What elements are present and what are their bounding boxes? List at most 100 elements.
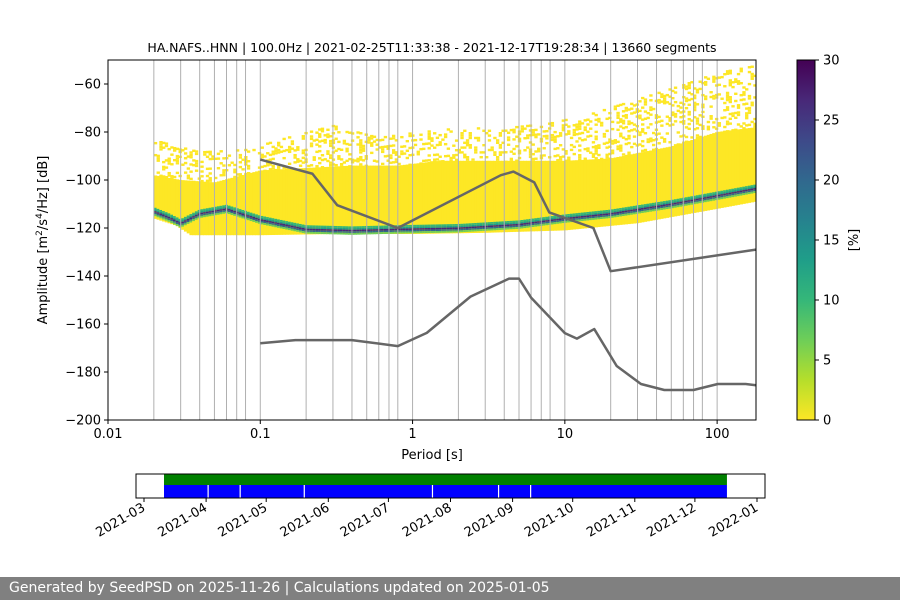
psd-density-bin — [599, 215, 604, 218]
psd-density-bin — [282, 169, 286, 235]
psd-density-bin — [553, 140, 557, 143]
psd-density-bin — [183, 220, 188, 222]
psd-density-bin — [293, 222, 297, 225]
psd-density-bin — [326, 135, 330, 139]
psd-density-bin — [452, 160, 456, 234]
psd-density-bin — [383, 227, 388, 229]
psd-density-bin — [610, 142, 615, 145]
psd-density-bin — [608, 157, 612, 160]
psd-density-bin — [479, 224, 483, 227]
psd-density-bin — [211, 207, 215, 210]
psd-density-bin — [274, 220, 278, 223]
psd-density-bin — [422, 147, 426, 151]
psd-density-bin — [526, 160, 530, 232]
psd-density-bin — [416, 224, 420, 227]
psd-density-bin — [309, 228, 314, 231]
psd-density-bin — [205, 211, 210, 214]
psd-density-bin — [736, 113, 741, 117]
psd-density-bin — [660, 204, 664, 207]
psd-density-bin — [641, 130, 645, 133]
psd-density-bin — [271, 157, 275, 161]
psd-density-bin — [506, 221, 511, 223]
psd-density-bin — [290, 142, 295, 146]
psd-density-bin — [389, 231, 393, 234]
psd-density-bin — [296, 225, 300, 227]
psd-density-bin — [460, 136, 464, 140]
psd-density-bin — [386, 232, 390, 234]
psd-density-bin — [285, 221, 289, 223]
psd-density-bin — [649, 139, 653, 143]
psd-density-bin — [474, 146, 478, 149]
psd-density-bin — [687, 203, 691, 206]
psd-density-layer — [153, 65, 756, 236]
psd-density-bin — [356, 229, 360, 232]
psd-density-bin — [594, 113, 598, 117]
psd-density-bin — [501, 224, 505, 227]
psd-density-bin — [334, 166, 338, 234]
psd-density-bin — [616, 145, 620, 148]
psd-density-bin — [460, 160, 464, 234]
psd-density-bin — [167, 159, 171, 163]
psd-density-bin — [438, 160, 442, 163]
x-axis-label: Period [s] — [401, 448, 463, 463]
psd-density-bin — [230, 208, 234, 210]
psd-density-bin — [389, 144, 393, 148]
psd-density-bin — [523, 127, 527, 130]
psd-density-bin — [619, 146, 623, 150]
psd-density-bin — [561, 221, 566, 224]
psd-density-bin — [233, 213, 237, 216]
psd-density-bin — [465, 230, 470, 232]
psd-density-bin — [728, 69, 732, 73]
psd-density-bin — [583, 126, 587, 129]
psd-density-bin — [753, 186, 756, 189]
psd-density-bin — [725, 130, 730, 133]
psd-density-bin — [386, 230, 390, 233]
psd-density-bin — [241, 210, 245, 212]
psd-density-bin — [186, 222, 191, 224]
psd-density-bin — [443, 154, 448, 158]
psd-density-bin — [271, 152, 275, 156]
psd-density-bin — [394, 151, 399, 154]
psd-density-bin — [457, 228, 461, 231]
psd-density-bin — [402, 226, 407, 229]
psd-density-bin — [734, 78, 738, 81]
psd-density-bin — [487, 222, 492, 224]
psd-density-bin — [676, 203, 680, 206]
psd-density-bin — [745, 112, 749, 115]
psd-density-bin — [350, 228, 355, 230]
psd-density-bin — [542, 223, 546, 226]
psd-density-bin — [591, 153, 596, 156]
psd-density-bin — [402, 228, 407, 231]
psd-density-bin — [345, 228, 349, 230]
psd-density-bin — [162, 216, 166, 218]
psd-density-bin — [731, 188, 735, 191]
psd-density-bin — [649, 94, 653, 97]
psd-density-bin — [712, 75, 716, 79]
psd-density-bin — [214, 208, 218, 211]
psd-density-bin — [712, 80, 716, 83]
psd-density-bin — [159, 145, 163, 149]
psd-density-bin — [238, 214, 243, 216]
psd-density-bin — [676, 143, 680, 146]
psd-density-bin — [381, 230, 385, 233]
psd-density-bin — [591, 145, 596, 149]
psd-density-bin — [627, 129, 631, 133]
psd-density-bin — [583, 147, 587, 151]
psd-density-bin — [619, 211, 623, 214]
psd-density-bin — [665, 132, 670, 135]
psd-density-bin — [235, 211, 240, 214]
psd-density-bin — [238, 210, 243, 213]
psd-density-bin — [624, 109, 628, 112]
psd-density-bin — [408, 226, 412, 229]
psd-density-bin — [257, 218, 262, 221]
psd-density-bin — [170, 214, 174, 217]
psd-density-bin — [400, 230, 404, 232]
psd-density-bin — [162, 165, 166, 169]
psd-density-bin — [309, 231, 314, 234]
psd-density-bin — [558, 160, 563, 231]
psd-density-bin — [586, 218, 590, 221]
psd-density-bin — [320, 139, 325, 143]
psd-density-bin — [279, 224, 284, 227]
psd-density-bin — [567, 125, 571, 128]
psd-density-bin — [345, 159, 349, 163]
